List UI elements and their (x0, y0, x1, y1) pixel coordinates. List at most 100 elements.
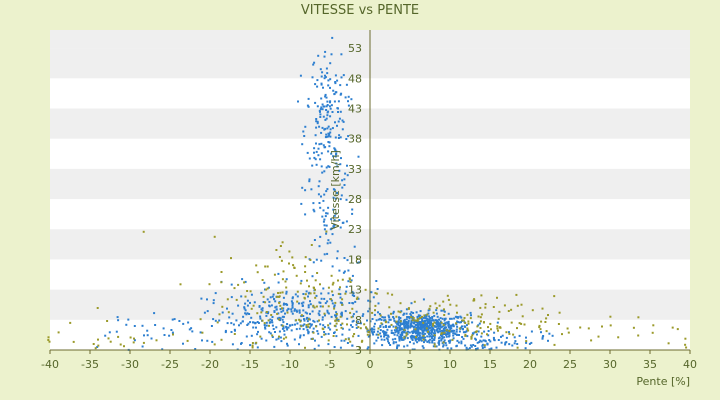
data-point (322, 144, 325, 147)
data-point (331, 36, 334, 39)
data-point (447, 330, 450, 333)
data-point (307, 105, 310, 108)
data-point (278, 318, 281, 321)
data-point (322, 328, 325, 331)
data-point (383, 338, 386, 341)
y-tick-label: 33 (348, 163, 362, 176)
data-point (273, 273, 276, 276)
data-point (308, 326, 311, 329)
data-point (470, 335, 473, 338)
data-point (341, 298, 344, 301)
data-point (314, 83, 317, 86)
data-point (488, 339, 491, 341)
data-point (339, 110, 342, 113)
data-point (281, 291, 284, 294)
data-point (361, 315, 364, 317)
data-point (316, 79, 319, 82)
data-point (333, 346, 336, 348)
data-point (467, 320, 470, 323)
data-point (304, 271, 307, 273)
data-point (351, 291, 354, 294)
data-point (330, 53, 333, 56)
data-point (480, 294, 483, 297)
x-tick-label: -25 (161, 358, 179, 371)
data-point (492, 336, 495, 339)
data-point (349, 340, 352, 343)
data-point (518, 334, 521, 337)
data-point (464, 322, 467, 324)
data-point (416, 324, 419, 327)
data-point (445, 335, 448, 338)
data-point (423, 329, 426, 332)
data-point (282, 296, 285, 299)
data-point (342, 120, 345, 123)
data-point (312, 319, 315, 322)
data-point (412, 317, 415, 319)
data-point (339, 198, 342, 201)
data-point (414, 319, 417, 322)
data-point (440, 332, 443, 335)
data-point (290, 329, 293, 332)
data-point (406, 323, 409, 326)
data-point (252, 321, 254, 324)
data-point (538, 324, 541, 327)
data-point (451, 329, 454, 332)
data-point (323, 193, 326, 196)
data-point (299, 334, 302, 337)
data-point (326, 72, 329, 75)
data-point (433, 314, 436, 317)
data-point (472, 332, 475, 335)
data-point (449, 303, 452, 306)
data-point (244, 302, 247, 305)
data-point (553, 295, 556, 298)
data-point (305, 325, 308, 328)
data-point (446, 294, 449, 297)
data-point (290, 310, 293, 313)
data-point (335, 311, 338, 314)
data-point (69, 321, 72, 324)
data-point (191, 330, 194, 333)
data-point (267, 312, 269, 315)
data-point (428, 315, 431, 318)
data-point (274, 306, 277, 309)
data-point (457, 341, 460, 344)
data-point (411, 315, 414, 318)
data-point (384, 316, 386, 319)
data-point (334, 74, 337, 77)
data-point (540, 320, 543, 323)
data-point (409, 341, 411, 344)
data-point (279, 317, 282, 320)
data-point (466, 313, 469, 316)
data-point (323, 312, 326, 315)
data-point (334, 136, 337, 139)
data-point (523, 323, 526, 326)
data-point (428, 321, 431, 324)
data-point (450, 327, 453, 330)
x-tick-label: -10 (281, 358, 299, 371)
data-point (417, 339, 420, 342)
data-point (327, 332, 330, 335)
data-point (291, 297, 294, 300)
data-point (429, 338, 432, 341)
data-point (477, 324, 480, 327)
data-point (446, 321, 449, 324)
data-point (285, 286, 288, 289)
data-point (412, 322, 415, 325)
data-point (376, 288, 379, 290)
data-point (396, 334, 399, 337)
data-point (487, 334, 490, 337)
data-point (417, 325, 420, 328)
data-point (262, 295, 265, 298)
data-point (279, 291, 282, 294)
data-point (307, 330, 310, 333)
data-point (590, 339, 593, 342)
data-point (410, 320, 413, 323)
data-point (334, 314, 336, 317)
data-point (324, 314, 326, 317)
data-point (476, 341, 479, 344)
y-tick-label: 48 (348, 72, 362, 85)
data-point (504, 343, 507, 346)
data-point (384, 334, 387, 337)
data-point (283, 302, 285, 305)
data-point (315, 150, 318, 153)
